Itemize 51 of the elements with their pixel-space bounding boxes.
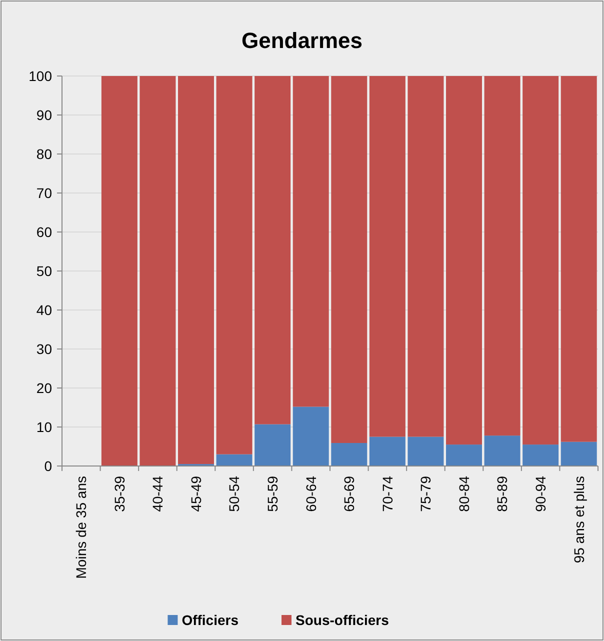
x-tick-label: 75-79 [418,476,434,512]
bar [331,442,368,466]
bar [408,76,444,437]
x-tick-label: 65-69 [341,476,358,512]
legend-label: Sous-officiers [296,612,390,628]
bar [254,76,291,424]
x-tick-label: 90-94 [532,476,548,512]
bar [254,424,291,466]
bar [292,76,329,407]
y-tick-label: 60 [36,224,52,240]
bar [216,76,252,454]
y-tick-label: 10 [36,418,52,435]
bar [292,406,329,466]
bar [178,76,214,464]
bar [369,436,406,466]
bar [446,444,482,466]
bar [484,76,520,436]
bar [560,442,597,466]
bar [560,76,597,442]
bar [408,436,444,466]
y-tick-label: 100 [28,68,52,84]
x-tick-label: 45-49 [188,476,204,512]
x-tick-label: 95 ans et plus [570,476,587,564]
y-tick-label: 40 [36,302,52,318]
x-tick-label: 50-54 [226,476,242,512]
chart-title: Gendarmes [241,28,363,53]
bar [522,444,559,466]
bar [484,436,520,466]
y-tick-label: 70 [36,184,52,201]
bar [331,76,368,443]
y-tick-label: 20 [36,380,52,396]
x-tick-label: 85-89 [494,476,510,512]
y-tick-label: 0 [44,458,52,474]
y-tick-label: 50 [36,262,52,279]
y-tick-label: 90 [36,106,52,123]
bar [216,454,252,466]
y-tick-label: 30 [36,340,52,357]
x-tick-label: 70-74 [379,476,396,512]
bar [140,76,176,466]
y-tick-label: 80 [36,146,52,162]
x-tick-label: 60-64 [302,476,319,512]
bar [522,76,559,445]
x-tick-label: 35-39 [111,476,128,512]
legend-label: Officiers [182,612,239,628]
x-tick-label: 40-44 [150,476,166,512]
bar [446,76,482,445]
bar [369,76,406,437]
x-tick-label: 80-84 [456,476,472,512]
x-tick-label: Moins de 35 ans [73,476,90,579]
x-tick-label: 55-59 [264,476,280,512]
bar [101,76,138,466]
